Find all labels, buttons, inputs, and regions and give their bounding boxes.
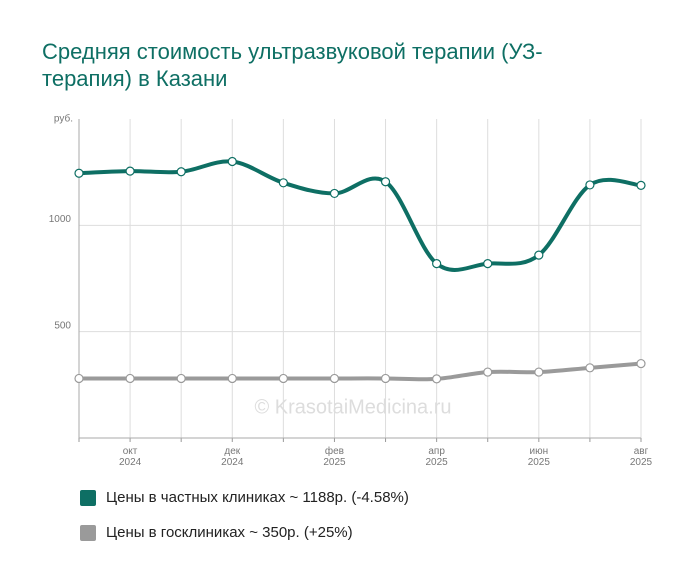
point bbox=[125, 166, 135, 176]
point bbox=[278, 178, 288, 188]
point bbox=[278, 373, 288, 384]
legend-label: Цены в частных клиниках ~ 1188р. (-4.58%… bbox=[106, 489, 409, 506]
x-tick-label: дек 2024 bbox=[221, 446, 244, 468]
point bbox=[227, 373, 237, 384]
point bbox=[125, 373, 135, 384]
point bbox=[432, 259, 442, 269]
y-tick-label: 1000 bbox=[49, 214, 72, 225]
point bbox=[329, 373, 340, 384]
point bbox=[74, 373, 84, 384]
series-line bbox=[79, 361, 642, 382]
x-tick-label: июн 2025 bbox=[527, 446, 550, 468]
x-tick-label: авг 2025 bbox=[629, 446, 653, 468]
legend-item: Цены в госклиниках ~ 350р. (+25%) bbox=[80, 524, 353, 541]
y-axis-label: руб. bbox=[54, 113, 73, 125]
point bbox=[432, 374, 442, 384]
x-tick-label: фев 2025 bbox=[323, 446, 346, 468]
y-tick-label: 500 bbox=[54, 320, 71, 331]
point bbox=[74, 168, 84, 178]
point bbox=[534, 367, 544, 377]
point bbox=[176, 373, 186, 384]
point bbox=[483, 367, 493, 377]
legend-item: Цены в частных клиниках ~ 1188р. (-4.58%… bbox=[80, 489, 409, 506]
point bbox=[380, 373, 391, 384]
point bbox=[380, 177, 391, 187]
x-tick-label: окт 2024 bbox=[118, 446, 142, 468]
legend-label: Цены в госклиниках ~ 350р. (+25%) bbox=[106, 524, 353, 541]
point bbox=[329, 188, 340, 199]
legend-swatch bbox=[80, 489, 96, 506]
point bbox=[636, 180, 646, 190]
point bbox=[585, 363, 595, 373]
legend-swatch bbox=[80, 524, 96, 541]
point bbox=[534, 250, 544, 260]
x-tick-label: апр 2025 bbox=[425, 446, 448, 468]
point bbox=[636, 358, 646, 369]
watermark: © KrasotaiMedicina.ru bbox=[254, 396, 451, 418]
point bbox=[227, 156, 237, 167]
point bbox=[585, 180, 595, 190]
chart-title: Средняя стоимость ультразвуковой терапии… bbox=[42, 39, 543, 91]
point bbox=[176, 167, 186, 177]
point bbox=[483, 259, 493, 269]
series-line bbox=[78, 159, 642, 272]
